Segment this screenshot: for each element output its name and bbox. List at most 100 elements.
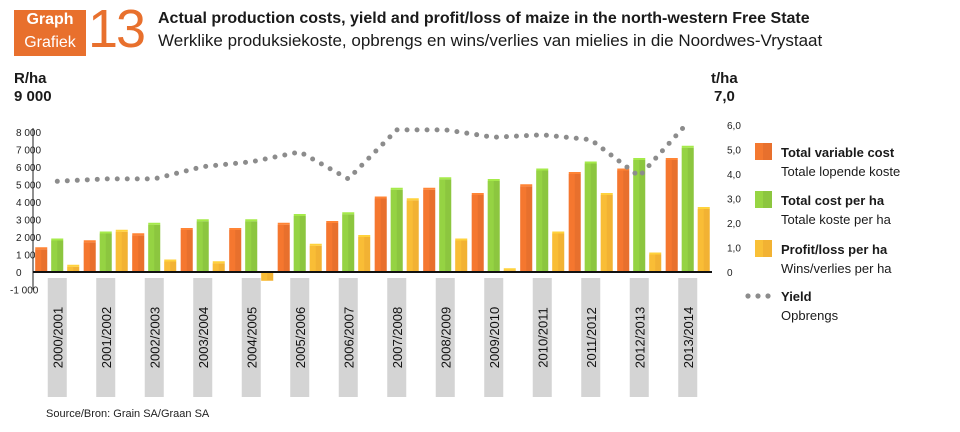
bar-total-variable-cost-highlight bbox=[423, 189, 430, 272]
bar-profit-loss-per-ha-highlight bbox=[164, 261, 171, 272]
bar-total-variable-cost-top bbox=[132, 233, 145, 236]
bar-profit-loss-per-ha-top bbox=[552, 231, 565, 234]
right-axis-tick-label: 1,0 bbox=[727, 244, 741, 255]
right-axis-tick-label: 0 bbox=[727, 268, 733, 279]
bar-profit-loss-per-ha-highlight bbox=[697, 209, 704, 272]
bar-profit-loss-per-ha-top bbox=[164, 259, 177, 262]
bar-profit-loss-per-ha-top bbox=[600, 193, 613, 195]
category-label-box bbox=[96, 278, 116, 397]
legend-swatch-highlight bbox=[755, 240, 763, 257]
bar-total-cost-per-ha-highlight bbox=[245, 221, 252, 272]
bar-total-cost-per-ha-highlight bbox=[681, 147, 688, 272]
bar-total-variable-cost-top bbox=[83, 240, 96, 243]
bar-profit-loss-per-ha-highlight bbox=[406, 200, 413, 272]
legend-yield-dot bbox=[765, 293, 771, 299]
bar-profit-loss-per-ha-top bbox=[406, 198, 419, 201]
bar-total-variable-cost-highlight bbox=[665, 160, 672, 272]
bar-total-cost-per-ha-highlight bbox=[342, 214, 349, 272]
bar-profit-loss-per-ha-highlight bbox=[552, 233, 559, 272]
bar-total-cost-per-ha-highlight bbox=[196, 221, 203, 272]
legend-label-total-cost: Total cost per ha bbox=[781, 193, 885, 208]
legend-sublabel-variable-cost: Totale lopende koste bbox=[781, 164, 901, 179]
bar-total-variable-cost-top bbox=[520, 184, 533, 187]
bar-total-cost-per-ha-highlight bbox=[584, 163, 591, 272]
right-axis-tick-label: 5,0 bbox=[727, 146, 741, 157]
category-tick-label: 2011/2012 bbox=[584, 307, 599, 368]
bar-total-variable-cost-top bbox=[568, 172, 581, 174]
left-axis-tick-label: 8 000 bbox=[16, 128, 41, 139]
left-axis-tick-label: -1 000 bbox=[10, 286, 39, 297]
bar-total-variable-cost-highlight bbox=[277, 224, 284, 272]
right-axis-tick-label: 3,0 bbox=[727, 195, 741, 206]
graph-badge: Graph Grafiek bbox=[14, 10, 86, 56]
bar-profit-loss-per-ha-highlight bbox=[115, 231, 122, 272]
category-label-box bbox=[241, 278, 261, 397]
bar-profit-loss-per-ha-top bbox=[212, 261, 225, 264]
badge-line-1: Graph bbox=[26, 11, 74, 28]
category-label-box bbox=[290, 278, 310, 397]
category-label-box bbox=[678, 278, 698, 397]
bar-total-cost-per-ha-top bbox=[487, 179, 500, 181]
bar-profit-loss-per-ha-top bbox=[697, 207, 710, 209]
legend-sublabel-total-cost: Totale koste per ha bbox=[781, 212, 891, 227]
badge-line-2: Grafiek bbox=[24, 34, 76, 51]
category-label-box bbox=[629, 278, 649, 397]
source-note: Source/Bron: Grain SA/Graan SA bbox=[46, 408, 210, 420]
left-axis-tick-label: 6 000 bbox=[16, 163, 41, 174]
left-axis-tick-label: 5 000 bbox=[16, 181, 41, 192]
bar-total-variable-cost-highlight bbox=[229, 230, 236, 272]
bar-total-variable-cost-highlight bbox=[132, 235, 139, 272]
bar-profit-loss-per-ha-highlight bbox=[358, 237, 365, 272]
bar-profit-loss-per-ha-top bbox=[67, 264, 80, 267]
category-label-box bbox=[193, 278, 213, 397]
category-label-box bbox=[435, 278, 455, 397]
bar-total-cost-per-ha-highlight bbox=[633, 160, 640, 272]
bar-profit-loss-per-ha-top bbox=[455, 238, 468, 241]
bar-total-cost-per-ha-top bbox=[342, 212, 355, 215]
bar-total-cost-per-ha-top bbox=[633, 158, 646, 160]
bar-total-variable-cost-top bbox=[423, 187, 436, 190]
bar-total-cost-per-ha-highlight bbox=[536, 170, 543, 272]
bar-total-variable-cost-highlight bbox=[471, 195, 478, 272]
right-axis-max-label: 7,0 bbox=[714, 88, 735, 105]
legend-label-yield: Yield bbox=[781, 289, 812, 304]
category-tick-label: 2005/2006 bbox=[293, 307, 308, 368]
bar-total-variable-cost-top bbox=[277, 222, 290, 225]
legend-swatch-highlight bbox=[755, 191, 763, 208]
category-tick-label: 2013/2014 bbox=[681, 307, 696, 368]
legend-label-profit-loss: Profit/loss per ha bbox=[781, 242, 888, 257]
bar-total-cost-per-ha-highlight bbox=[148, 224, 155, 272]
category-label-box bbox=[532, 278, 552, 397]
legend-swatch-highlight bbox=[755, 143, 763, 160]
left-axis-tick-label: 7 000 bbox=[16, 146, 41, 157]
category-label-box bbox=[144, 278, 164, 397]
category-tick-label: 2003/2004 bbox=[196, 307, 211, 368]
category-tick-label: 2002/2003 bbox=[147, 307, 162, 368]
category-tick-label: 2012/2013 bbox=[632, 307, 647, 368]
category-tick-label: 2001/2002 bbox=[99, 307, 114, 368]
category-label-box bbox=[47, 278, 67, 397]
bar-total-variable-cost-highlight bbox=[35, 249, 42, 272]
bar-profit-loss-per-ha-highlight bbox=[309, 245, 316, 272]
legend-label-variable-cost: Total variable cost bbox=[781, 145, 895, 160]
bar-total-cost-per-ha-highlight bbox=[99, 233, 106, 272]
bar-total-cost-per-ha-top bbox=[390, 187, 403, 190]
left-axis-tick-label: 0 bbox=[16, 268, 22, 279]
category-label-box bbox=[581, 278, 601, 397]
bar-profit-loss-per-ha-highlight bbox=[600, 195, 607, 272]
bar-total-variable-cost-top bbox=[326, 221, 339, 223]
bar-total-cost-per-ha-highlight bbox=[293, 216, 300, 272]
right-axis-tick-label: 6,0 bbox=[727, 121, 741, 132]
right-axis-tick-label: 2,0 bbox=[727, 219, 741, 230]
bar-total-cost-per-ha-top bbox=[148, 222, 161, 225]
bar-profit-loss-per-ha-top bbox=[115, 229, 128, 232]
bar-profit-loss-per-ha-highlight bbox=[455, 240, 462, 272]
bar-total-cost-per-ha-highlight bbox=[390, 189, 397, 272]
bar-total-variable-cost-highlight bbox=[568, 174, 575, 272]
category-tick-label: 2004/2005 bbox=[244, 307, 259, 368]
bar-profit-loss-per-ha-top bbox=[358, 235, 371, 237]
bar-profit-loss-per-ha-highlight bbox=[261, 272, 268, 281]
bar-total-cost-per-ha-top bbox=[681, 145, 694, 148]
category-tick-label: 2009/2010 bbox=[487, 307, 502, 368]
graph-number: 13 bbox=[88, 0, 146, 59]
